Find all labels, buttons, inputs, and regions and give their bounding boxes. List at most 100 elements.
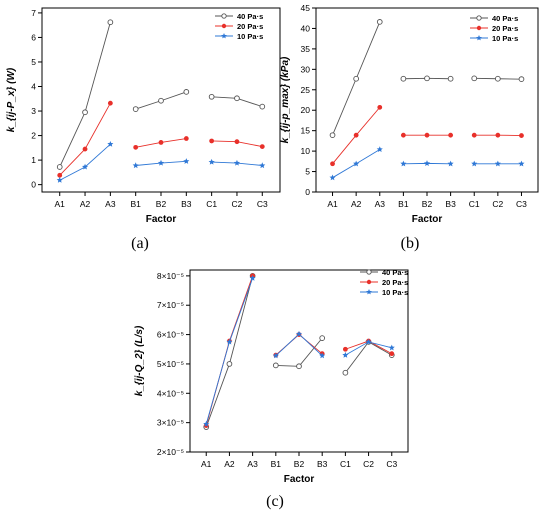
- x-tick-label: C2: [232, 199, 243, 209]
- x-tick-label: B1: [130, 199, 141, 209]
- legend-marker: [366, 289, 372, 295]
- legend-label: 40 Pa·s: [237, 12, 263, 21]
- x-tick-label: B2: [422, 199, 433, 209]
- data-point: [133, 144, 139, 150]
- x-tick-label: A3: [247, 459, 258, 469]
- y-tick-label: 15: [301, 126, 311, 136]
- y-tick-label: 35: [301, 44, 311, 54]
- x-tick-label: B2: [156, 199, 167, 209]
- series-1: [203, 273, 395, 428]
- x-tick-label: B3: [181, 199, 192, 209]
- y-tick-label: 6×10⁻⁵: [157, 330, 184, 340]
- series-2: [203, 275, 395, 427]
- data-point: [107, 100, 113, 106]
- data-point: [376, 19, 383, 25]
- data-point: [319, 352, 326, 359]
- data-point: [259, 162, 266, 169]
- data-point: [82, 146, 88, 152]
- x-tick-label: B3: [445, 199, 456, 209]
- data-point: [183, 89, 190, 95]
- series-0: [203, 273, 395, 430]
- x-tick-label: C1: [340, 459, 351, 469]
- data-point: [107, 140, 114, 147]
- chart-panel-c: 2×10⁻⁵ 3×10⁻⁵ 4×10⁻⁵ 5×10⁻⁵ 6×10⁻⁵ 7×10⁻⁵ 8×10…: [134, 268, 409, 510]
- series-line: [275, 333, 323, 357]
- data-point: [447, 75, 454, 82]
- data-point: [158, 97, 164, 104]
- legend-label: 40 Pa·s: [492, 14, 518, 23]
- y-tick-label: 7: [31, 8, 36, 18]
- x-tick-label: A3: [105, 199, 116, 209]
- y-tick-label: 4×10⁻⁵: [157, 388, 184, 398]
- data-point: [495, 132, 501, 138]
- data-point: [183, 158, 190, 164]
- data-point: [330, 161, 335, 167]
- data-point: [376, 146, 383, 153]
- data-point: [400, 160, 407, 167]
- data-point: [329, 174, 336, 181]
- data-point: [295, 330, 303, 337]
- data-point: [471, 160, 478, 167]
- x-tick-label: C2: [363, 459, 374, 469]
- y-tick-label: 5×10⁻⁵: [157, 359, 184, 369]
- data-point: [82, 163, 89, 170]
- data-point: [494, 160, 501, 167]
- legend-label: 20 Pa·s: [237, 22, 263, 31]
- x-tick-label: A3: [375, 199, 386, 209]
- series-0: [329, 19, 525, 139]
- data-point: [353, 132, 359, 138]
- y-axis-label: k_{ij-Q_2} (L/s): [134, 325, 145, 396]
- data-point: [233, 159, 240, 166]
- data-point: [518, 76, 525, 82]
- chart-panel-b: 0 5 10 15 20 25 30 35 40 45 A1 A2 A3 B1 B2 B3 C1 C2 C3 Fact…: [280, 3, 539, 252]
- data-point: [203, 420, 210, 427]
- x-tick-label: C3: [386, 459, 397, 469]
- data-point: [319, 335, 326, 341]
- data-point: [226, 338, 233, 345]
- series-line: [59, 22, 111, 168]
- series-line: [275, 333, 323, 356]
- data-point: [183, 136, 189, 141]
- y-tick-label: 45: [301, 3, 311, 13]
- y-tick-label: 7×10⁻⁵: [157, 300, 184, 310]
- data-point: [272, 352, 279, 359]
- data-point: [209, 138, 215, 144]
- x-tick-label: B2: [294, 459, 305, 469]
- x-axis-label: Factor: [146, 214, 177, 225]
- x-tick-label: A2: [224, 459, 235, 469]
- x-tick-label: A1: [327, 199, 338, 209]
- data-point: [400, 132, 406, 138]
- legend-marker: [221, 33, 227, 39]
- y-tick-label: 2×10⁻⁵: [157, 447, 184, 457]
- y-tick-label: 10: [301, 146, 311, 156]
- data-point: [107, 19, 114, 26]
- data-point: [518, 160, 525, 167]
- y-tick-label: 5: [305, 167, 310, 177]
- data-point: [259, 103, 266, 110]
- x-tick-label: A2: [351, 199, 362, 209]
- series-2: [329, 146, 525, 181]
- data-point: [389, 351, 395, 357]
- series-1: [330, 104, 524, 167]
- legend-label: 10 Pa·s: [492, 34, 518, 43]
- data-point: [158, 140, 164, 145]
- data-point: [56, 177, 63, 183]
- x-tick-label: C1: [469, 199, 480, 209]
- data-point: [424, 75, 430, 82]
- x-tick-label: C3: [516, 199, 527, 209]
- legend-label: 20 Pa·s: [492, 24, 518, 33]
- data-point: [234, 95, 240, 102]
- y-tick-label: 5: [31, 57, 36, 67]
- data-point: [342, 346, 348, 352]
- x-tick-label: B1: [271, 459, 282, 469]
- series-line: [205, 278, 254, 425]
- legend-marker: [476, 15, 482, 21]
- x-tick-label: B1: [398, 199, 409, 209]
- data-point: [259, 144, 265, 150]
- panel-label: (a): [131, 235, 149, 252]
- data-point: [226, 361, 233, 367]
- data-point: [365, 338, 372, 345]
- y-tick-label: 8×10⁻⁵: [157, 271, 184, 281]
- y-axis-label: k_{ij-p_max} (kPa): [280, 56, 291, 143]
- chart-panel-a: 0 1 2 3 4 5 6 7 A1 A2 A3 B1 B2 B3 C1 C2 C3 Factor k_{ij-P_…: [6, 7, 281, 252]
